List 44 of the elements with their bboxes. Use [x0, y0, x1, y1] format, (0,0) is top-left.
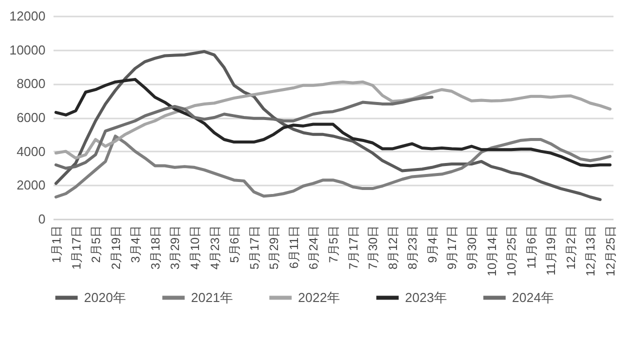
x-tick-label: 9月4日	[425, 226, 440, 263]
x-tick-label: 3月18日	[148, 226, 162, 270]
y-tick-label: 2000	[16, 178, 46, 193]
legend-label: 2021年	[191, 290, 233, 305]
x-tick-label: 10月25日	[504, 226, 519, 276]
x-tick-label: 11月19日	[544, 226, 558, 276]
legend-label: 2020年	[84, 290, 126, 305]
y-tick-label: 4000	[16, 144, 46, 159]
x-tick-label: 11月6日	[524, 226, 538, 269]
x-tick-label: 2月19日	[108, 226, 123, 270]
x-tick-label: 7月5日	[326, 226, 340, 263]
x-tick-label: 2月5日	[89, 226, 104, 263]
x-tick-label: 9月17日	[445, 226, 460, 270]
x-tick-label: 8月23日	[406, 226, 420, 270]
x-tick-label: 1月1日	[49, 226, 64, 263]
x-tick-label: 7月17日	[346, 226, 360, 270]
x-tick-label: 1月17日	[69, 226, 84, 270]
x-tick-label: 4月23日	[208, 226, 222, 270]
x-tick-label: 3月29日	[168, 226, 182, 270]
legend-label: 2023年	[405, 290, 447, 305]
line-series	[54, 50, 602, 202]
y-tick-label: 0	[38, 212, 46, 226]
x-tick-label: 12月13日	[584, 226, 598, 276]
y-tick-label: 6000	[16, 110, 46, 125]
line-series	[54, 134, 612, 199]
x-tick-label: 12月25日	[604, 226, 618, 276]
x-tick-label: 10月14日	[484, 226, 499, 276]
x-tick-label: 7月30日	[366, 226, 380, 270]
x-tick-label: 3月4日	[128, 226, 143, 263]
x-tick-label: 8月12日	[386, 226, 400, 270]
x-tick-label: 5月29日	[267, 226, 282, 270]
x-tick-label: 12月2日	[564, 226, 578, 270]
y-tick-label: 10000	[9, 42, 46, 58]
x-tick-label: 5月6日	[228, 226, 242, 263]
x-tick-label: 6月24日	[306, 226, 321, 270]
x-tick-label: 4月10日	[188, 226, 202, 270]
legend-label: 2024年	[512, 290, 554, 305]
y-tick-label: 8000	[16, 76, 46, 92]
y-tick-label: 12000	[9, 8, 46, 24]
x-tick-label: 6月11日	[286, 226, 301, 269]
legend-label: 2022年	[298, 290, 340, 305]
x-tick-label: 5月17日	[247, 226, 262, 270]
x-tick-label: 9月30日	[465, 226, 480, 270]
line-series	[54, 96, 434, 170]
